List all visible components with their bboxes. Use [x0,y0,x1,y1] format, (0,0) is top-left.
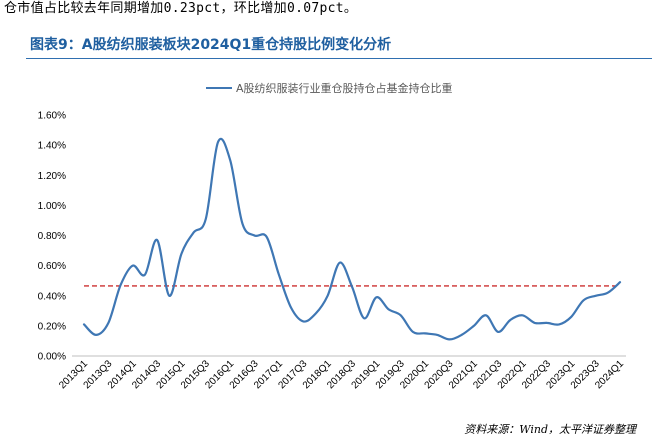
legend-label: A股纺织服装行业重仓股持仓占基金持仓比重 [236,82,453,95]
source-note: 资料来源：Wind，太平洋证券整理 [464,423,636,436]
intro-text: 仓市值占比较去年同期增加0.23pct，环比增加0.07pct。 [4,1,358,16]
series-line [82,137,622,341]
y-tick-label: 1.40% [38,141,66,152]
y-tick-label: 0.00% [38,352,66,363]
y-tick-label: 0.20% [38,321,66,332]
y-tick-label: 1.00% [38,201,66,212]
y-tick-label: 1.20% [38,171,66,182]
legend-line-swatch [206,87,232,89]
y-axis: 0.00% 0.20% 0.40% 0.60% 0.80% 1.00% 1.20% 1.40%… [38,111,66,363]
chart-legend: A股纺织服装行业重仓股持仓占基金持仓比重 [206,80,453,96]
series-group [82,137,622,341]
y-tick-label: 1.60% [38,111,66,122]
y-tick-label: 0.40% [38,291,66,302]
y-tick-label: 0.80% [38,231,66,242]
figure-title: 图表9：A股纺织服装板块2024Q1重仓持股比例变化分析 [30,37,392,53]
y-tick-label: 0.60% [38,261,66,272]
title-divider [26,58,652,59]
x-axis: 2013Q12013Q32014Q12014Q32015Q12015Q32016… [57,355,626,391]
